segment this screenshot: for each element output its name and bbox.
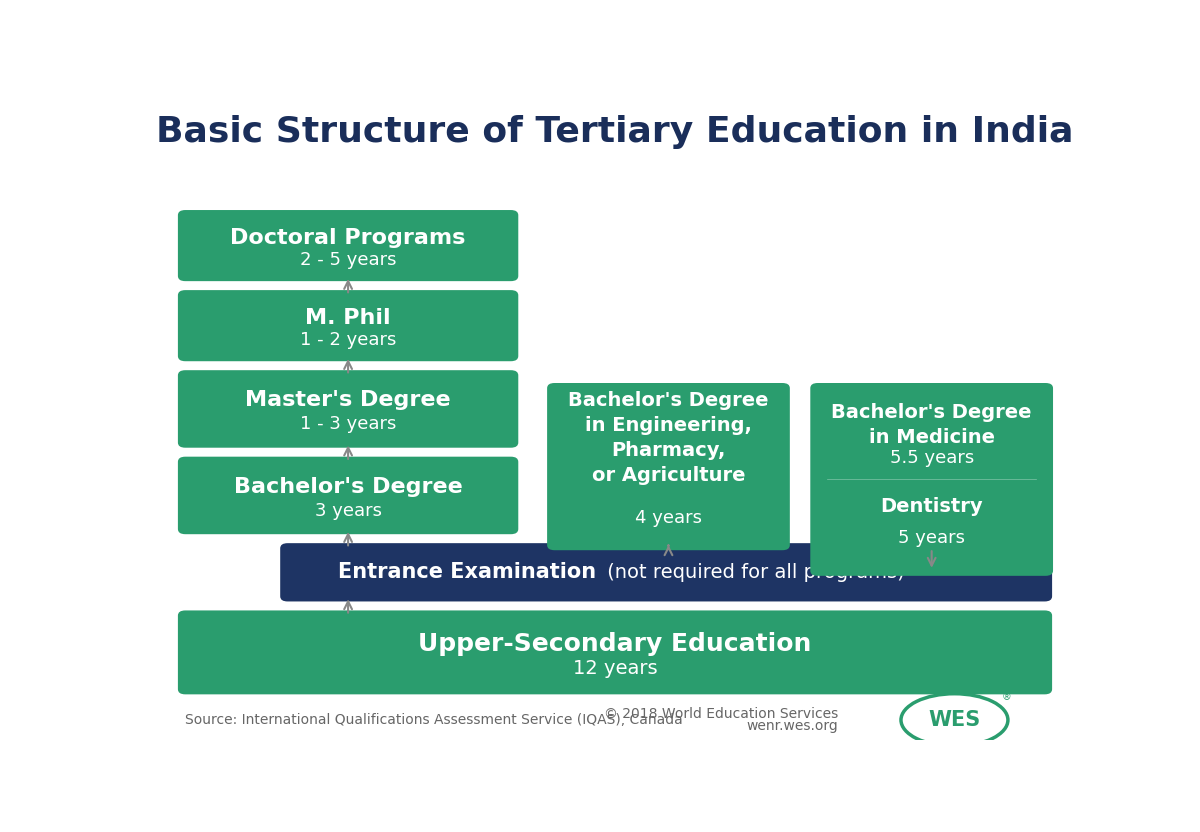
Text: Basic Structure of Tertiary Education in India: Basic Structure of Tertiary Education in… bbox=[156, 115, 1074, 149]
Text: 5 years: 5 years bbox=[898, 529, 965, 547]
FancyBboxPatch shape bbox=[281, 543, 1052, 602]
Text: 1 - 2 years: 1 - 2 years bbox=[300, 330, 396, 349]
Text: Bachelor's Degree
in Medicine: Bachelor's Degree in Medicine bbox=[832, 403, 1032, 447]
Text: M. Phil: M. Phil bbox=[305, 308, 391, 328]
Text: Source: International Qualifications Assessment Service (IQAS), Canada: Source: International Qualifications Ass… bbox=[185, 713, 683, 727]
Text: © 2018 World Education Services: © 2018 World Education Services bbox=[604, 706, 839, 721]
Text: Master's Degree: Master's Degree bbox=[245, 390, 451, 410]
Text: (not required for all programs): (not required for all programs) bbox=[601, 562, 905, 582]
FancyBboxPatch shape bbox=[547, 383, 790, 550]
Text: 5.5 years: 5.5 years bbox=[889, 448, 973, 467]
FancyBboxPatch shape bbox=[178, 611, 1052, 695]
Text: WES: WES bbox=[929, 710, 980, 730]
Text: Bachelor's Degree
in Engineering,
Pharmacy,
or Agriculture: Bachelor's Degree in Engineering, Pharma… bbox=[569, 391, 769, 485]
Text: Dentistry: Dentistry bbox=[881, 498, 983, 517]
Text: wenr.wes.org: wenr.wes.org bbox=[746, 720, 839, 733]
FancyBboxPatch shape bbox=[178, 370, 518, 448]
Ellipse shape bbox=[901, 694, 1008, 746]
Text: Bachelor's Degree: Bachelor's Degree bbox=[234, 477, 462, 497]
Text: ®: ® bbox=[1002, 692, 1012, 702]
FancyBboxPatch shape bbox=[178, 210, 518, 281]
Text: 3 years: 3 years bbox=[314, 502, 382, 520]
FancyBboxPatch shape bbox=[810, 383, 1054, 576]
FancyBboxPatch shape bbox=[178, 290, 518, 361]
Text: 1 - 3 years: 1 - 3 years bbox=[300, 415, 396, 433]
Text: Upper-Secondary Education: Upper-Secondary Education bbox=[419, 631, 811, 656]
Text: Doctoral Programs: Doctoral Programs bbox=[230, 228, 466, 248]
FancyBboxPatch shape bbox=[178, 457, 518, 534]
Text: Entrance Examination: Entrance Examination bbox=[338, 562, 596, 582]
Text: 12 years: 12 years bbox=[572, 659, 658, 678]
Text: 4 years: 4 years bbox=[635, 509, 702, 527]
Text: 2 - 5 years: 2 - 5 years bbox=[300, 250, 396, 269]
